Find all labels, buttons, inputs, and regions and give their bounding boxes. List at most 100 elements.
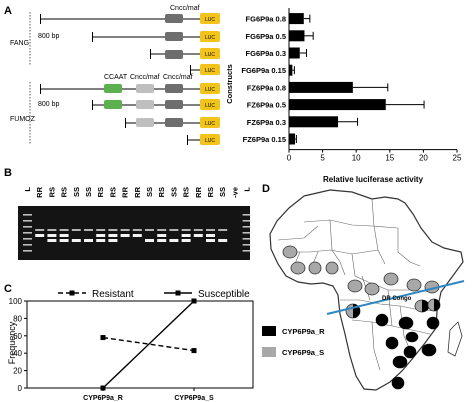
gel-band-upper: [120, 229, 130, 231]
cncc-box: [165, 100, 183, 109]
map-marker-s: [325, 261, 339, 275]
gel-panel: L RR RS RS SS SS RS RS RR RR SS RS SS RS RR RS SS -ve L: [18, 186, 252, 260]
gel-band: [169, 239, 179, 242]
map-marker-r: [421, 343, 437, 357]
ccaat-label: CCAAT: [104, 74, 128, 81]
bar: [289, 81, 353, 93]
bar: [289, 64, 293, 76]
cncc-light-box: [136, 118, 154, 127]
gel-band-upper: [145, 229, 154, 231]
cncc-label-1: Cncc/maf: [130, 74, 160, 81]
ladder-band: [242, 232, 252, 234]
ladder-band: [23, 220, 32, 222]
mixed-markers: [345, 298, 441, 319]
freq-y-tick-label: 80: [13, 314, 22, 323]
luc-box: [200, 31, 220, 42]
luc-label: LUC: [205, 87, 215, 93]
gel-band: [206, 234, 215, 237]
cncc-box: [165, 84, 183, 93]
lane-label: RS: [206, 187, 215, 197]
luc-box: [200, 13, 220, 24]
lane-label: L: [23, 187, 32, 192]
gel-band: [120, 234, 130, 237]
cncc-box: [165, 118, 183, 127]
freq-plot-frame: [26, 300, 254, 389]
panel-label-b: B: [4, 167, 12, 179]
map-marker-r: [385, 336, 399, 350]
freq-y-tick-label: 0: [18, 384, 23, 393]
bar-category-label: FZ6P9a 0.15: [243, 135, 286, 144]
luc-box: [200, 48, 220, 59]
map-marker-mixed-half: [434, 299, 440, 311]
map-marker-s: [406, 278, 422, 292]
bp-label-fang: 800 bp: [38, 33, 60, 40]
bar-category-label: FG6P9a 0.8: [246, 15, 286, 24]
construct-fumoz-03: LUC: [125, 117, 220, 128]
luciferase-bar-chart: Constructs FG6P9a 0.8 FG6P9a 0.5 FG6P9a 0.…: [225, 8, 462, 184]
freq-data-point: [100, 385, 106, 391]
panel-label-d: D: [262, 183, 270, 195]
construct-fang-05: LUC: [92, 31, 220, 42]
bar-x-tick-label: 25: [453, 154, 462, 163]
bar-x-axis-label: Relative luciferase activity: [323, 175, 424, 184]
map-marker-s: [364, 282, 380, 296]
bar-category-label: FG6P9a 0.15: [241, 66, 286, 75]
freq-legend-marker: [69, 290, 75, 296]
gel-band: [108, 239, 118, 242]
luc-label: LUC: [205, 35, 215, 41]
lane-label: SS: [169, 187, 178, 197]
bar-category-label: FZ6P9a 0.5: [247, 101, 286, 110]
map-marker-s: [383, 272, 399, 286]
ladder-band: [242, 238, 252, 240]
lane-label: SS: [145, 187, 154, 197]
freq-series-line: [102, 300, 195, 389]
gel-band-upper: [193, 229, 203, 231]
bar-category-label: FG6P9a 0.5: [246, 32, 286, 41]
constructs-axis-label: Constructs: [225, 64, 234, 104]
resistant-markers: [375, 313, 440, 390]
freq-y-tick-label: 100: [9, 297, 23, 306]
construct-fang-015: LUC: [190, 64, 220, 75]
panel-label-c: C: [4, 283, 12, 295]
bar: [289, 13, 304, 25]
frequency-axis-label: Frequency: [7, 321, 17, 364]
map-marker-r: [391, 376, 405, 390]
map-legend: CYP6P9a_R CYP6P9a_S: [262, 326, 325, 357]
lane-label: RS: [157, 187, 166, 197]
bar: [289, 133, 296, 145]
map-marker-r: [426, 316, 440, 330]
lane-label: RS: [182, 187, 191, 197]
cncc-label-fang: Cncc/maf: [170, 5, 200, 12]
gel-band: [132, 234, 142, 237]
gel-band-upper: [84, 229, 93, 231]
cncc-box: [165, 14, 183, 23]
construct-fumoz-015: LUC: [187, 134, 220, 145]
gel-band: [206, 239, 215, 242]
gel-band-upper: [157, 229, 167, 231]
map-marker-s: [282, 245, 298, 259]
lane-label: RR: [133, 186, 142, 197]
gel-band: [218, 239, 228, 242]
freq-y-tick-label: 60: [13, 332, 22, 341]
gel-band-upper: [218, 229, 228, 231]
freq-y-tick-label: 20: [13, 367, 22, 376]
ladder-band: [23, 226, 32, 228]
group-label-fang: FANG: [10, 40, 29, 47]
luc-box: [200, 64, 220, 75]
bar-x-tick-label: 0: [287, 154, 292, 163]
panel-label-a: A: [4, 5, 12, 17]
gel-band-upper: [35, 229, 45, 231]
ladder-band: [23, 232, 32, 234]
map-marker-r: [403, 345, 417, 359]
freq-data-point: [100, 335, 106, 341]
gel-band: [47, 239, 57, 242]
gel-band-upper: [169, 229, 179, 231]
lane-label: SS: [84, 187, 93, 197]
legend-label-r: CYP6P9a_R: [282, 327, 325, 336]
cncc-light-box: [136, 100, 154, 109]
frequency-line-chart: Resistant Susceptible 0 20 40 60 80 100 CYP6P9a…: [7, 289, 254, 402]
ladder-band: [242, 214, 252, 216]
bar: [289, 99, 386, 111]
lane-label: L: [243, 187, 252, 192]
